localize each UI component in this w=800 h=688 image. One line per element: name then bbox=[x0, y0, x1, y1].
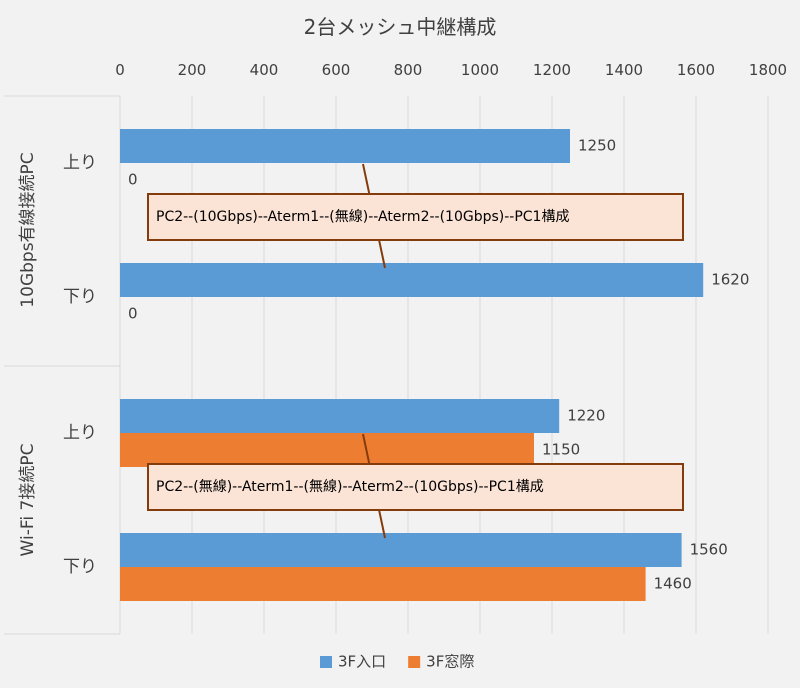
category-label-0-1: 下り bbox=[63, 287, 97, 307]
x-tick-label-9: 1800 bbox=[749, 61, 787, 79]
x-tick-label-7: 1400 bbox=[605, 61, 643, 79]
annotation-box-0 bbox=[147, 193, 684, 241]
bar-1-0-1 bbox=[120, 433, 534, 467]
x-tick-label-2: 400 bbox=[250, 61, 279, 79]
x-tick-label-0: 0 bbox=[115, 61, 125, 79]
legend-label-0: 3F入口 bbox=[338, 653, 386, 671]
legend-label-1: 3F窓際 bbox=[426, 653, 474, 671]
group-label-1: Wi-Fi 7接続PC bbox=[18, 444, 38, 557]
annotation-text-0: PC2--(10Gbps)--Aterm1--(無線)--Aterm2--(10… bbox=[156, 209, 569, 225]
legend-swatch-0 bbox=[320, 656, 332, 668]
data-label-0-0-1: 0 bbox=[128, 171, 138, 189]
chart-title: 2台メッシュ中継構成 bbox=[304, 15, 497, 39]
bar-1-1-1 bbox=[120, 567, 646, 601]
bar-1-1-0 bbox=[120, 533, 682, 567]
data-label-1-0-0: 1220 bbox=[567, 407, 605, 425]
annotation-box-1 bbox=[147, 463, 684, 511]
data-label-1-1-1: 1460 bbox=[654, 575, 692, 593]
bar-0-0-0 bbox=[120, 129, 570, 163]
x-tick-label-1: 200 bbox=[178, 61, 207, 79]
group-label-0: 10Gbps有線接続PC bbox=[18, 152, 38, 307]
x-tick-label-4: 800 bbox=[394, 61, 423, 79]
bar-1-0-0 bbox=[120, 399, 560, 433]
data-label-0-0-0: 1250 bbox=[578, 137, 616, 155]
category-label-1-0: 上り bbox=[63, 423, 97, 443]
annotation-text-1: PC2--(無線)--Aterm1--(無線)--Aterm2--(10Gbps… bbox=[156, 479, 544, 495]
bar-0-1-0 bbox=[120, 263, 704, 297]
data-label-0-1-1: 0 bbox=[128, 305, 138, 323]
data-label-1-0-1: 1150 bbox=[542, 441, 580, 459]
category-label-1-1: 下り bbox=[63, 557, 97, 577]
x-tick-label-3: 600 bbox=[322, 61, 351, 79]
x-tick-label-5: 1000 bbox=[461, 61, 499, 79]
data-label-0-1-0: 1620 bbox=[711, 271, 749, 289]
data-label-1-1-0: 1560 bbox=[690, 541, 728, 559]
x-tick-label-6: 1200 bbox=[533, 61, 571, 79]
category-label-0-0: 上り bbox=[63, 153, 97, 173]
legend-swatch-1 bbox=[408, 656, 421, 668]
x-tick-label-8: 1600 bbox=[677, 61, 715, 79]
